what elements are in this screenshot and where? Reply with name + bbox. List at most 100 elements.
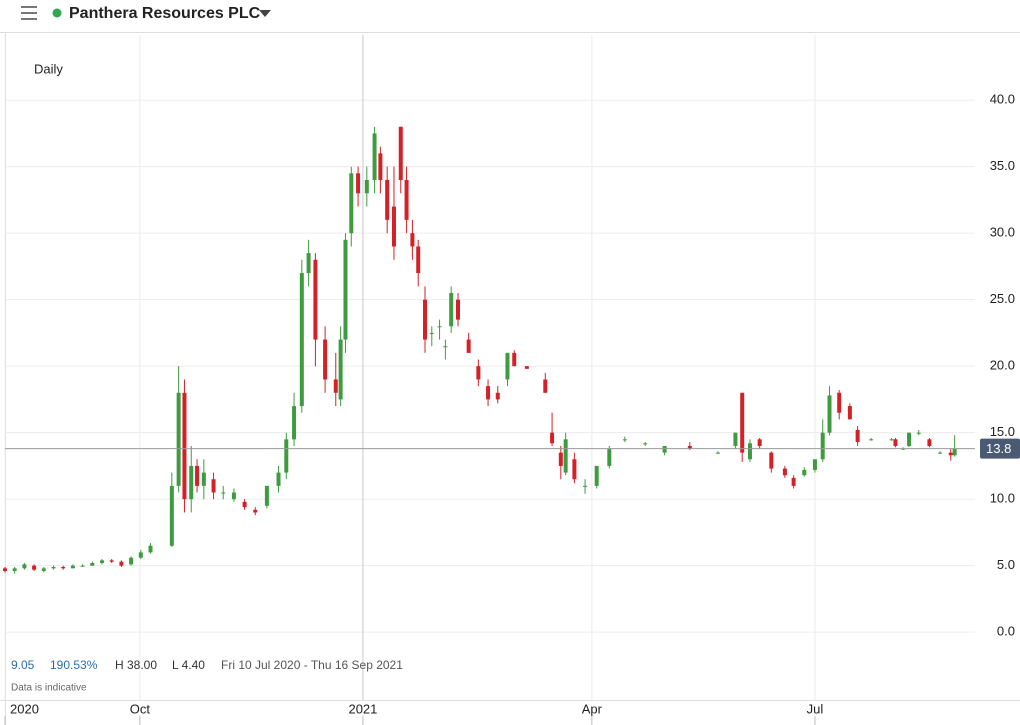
change: 9.05 xyxy=(11,658,35,672)
dropdown-arrow[interactable] xyxy=(259,10,271,17)
candle-body xyxy=(109,560,114,562)
candle-body xyxy=(782,468,787,476)
candle-body xyxy=(662,445,667,453)
candle-body xyxy=(338,339,343,400)
candle-body xyxy=(927,439,932,446)
candle-body xyxy=(211,479,216,493)
candle-body xyxy=(129,557,134,565)
candle-body xyxy=(176,392,181,486)
candle-body xyxy=(952,448,957,456)
instrument-title[interactable]: Panthera Resources PLC xyxy=(69,5,261,22)
candle-body xyxy=(349,173,354,234)
high-stat: H 38.00 xyxy=(115,658,157,672)
y-tick-label: 30.0 xyxy=(990,225,1015,240)
menu-icon[interactable] xyxy=(21,6,37,20)
y-tick-label: 10.0 xyxy=(990,491,1015,506)
candle-body xyxy=(812,459,817,470)
candle-body xyxy=(356,173,361,194)
candle-body xyxy=(12,568,17,571)
candle-body xyxy=(416,246,421,274)
candle-body xyxy=(543,379,548,393)
candle-body xyxy=(455,299,460,320)
candle-body xyxy=(715,452,720,454)
change-pct: 190.53% xyxy=(50,658,98,672)
candle-body xyxy=(404,179,409,220)
low-stat: L 4.40 xyxy=(172,658,205,672)
candle-body xyxy=(740,392,745,453)
candle-body xyxy=(323,339,328,380)
candle-body xyxy=(583,485,588,487)
candle-body xyxy=(429,332,434,334)
candle-body xyxy=(802,469,807,476)
candle-body xyxy=(119,561,124,566)
candle-body xyxy=(378,153,383,180)
candle-body xyxy=(820,432,825,460)
candle-body xyxy=(333,379,338,393)
candle-body xyxy=(847,406,852,420)
candle-body xyxy=(486,386,491,400)
candle-body xyxy=(201,472,206,486)
candle-body xyxy=(916,432,921,434)
candle-body xyxy=(90,563,95,566)
candle-body xyxy=(385,179,390,220)
candle-body xyxy=(22,564,27,569)
candle-body xyxy=(687,445,692,449)
candle-body xyxy=(70,565,75,569)
last-price-tag xyxy=(980,438,1020,459)
candle-body xyxy=(221,492,226,494)
candle-body xyxy=(443,346,448,348)
candle-body xyxy=(948,452,953,456)
candle-body xyxy=(242,501,247,508)
x-tick-label: 2020 xyxy=(10,701,39,716)
candle-body xyxy=(148,545,153,553)
date-range: Fri 10 Jul 2020 - Thu 16 Sep 2021 xyxy=(221,658,403,672)
candle-body xyxy=(3,568,7,571)
candle-body xyxy=(907,432,912,446)
candle-body xyxy=(264,485,269,506)
candle-body xyxy=(769,452,774,469)
disclaimer: Data is indicative xyxy=(11,683,87,694)
candle-body xyxy=(80,565,85,567)
candle-body xyxy=(594,465,599,486)
candles xyxy=(3,126,957,574)
candle-body xyxy=(938,452,943,454)
candle-body xyxy=(253,509,258,513)
candle-body xyxy=(51,567,56,569)
candle-body xyxy=(313,259,318,340)
candle-body xyxy=(372,133,377,180)
candle-body xyxy=(512,352,517,367)
candle-body xyxy=(423,299,428,340)
y-tick-label: 25.0 xyxy=(990,291,1015,306)
candle-body xyxy=(364,179,369,194)
y-tick-label: 20.0 xyxy=(990,358,1015,373)
candle-body xyxy=(138,552,143,558)
y-tick-label: 15.0 xyxy=(990,424,1015,439)
candle-body xyxy=(869,439,874,441)
candle-body xyxy=(572,459,577,480)
candle-body xyxy=(284,439,289,473)
candle-body xyxy=(495,392,500,400)
candle-body xyxy=(476,366,481,380)
candle-body xyxy=(189,465,194,500)
candle-body xyxy=(410,233,415,247)
candle-body xyxy=(643,443,648,445)
candle-body xyxy=(747,443,752,460)
grid xyxy=(4,35,975,700)
x-tick-label: Apr xyxy=(582,701,603,716)
candle-body xyxy=(893,439,898,446)
candle-body xyxy=(41,568,46,571)
candle-body xyxy=(550,432,555,444)
x-tick-label: Oct xyxy=(130,701,151,716)
x-tick-label: 2021 xyxy=(348,701,377,716)
candle-body xyxy=(524,366,529,369)
status-dot xyxy=(52,8,62,18)
interval-label[interactable]: Daily xyxy=(34,61,63,76)
candle-body xyxy=(391,206,396,247)
y-tick-label: 35.0 xyxy=(990,158,1015,173)
candle-body xyxy=(505,352,510,380)
candle-body xyxy=(231,492,236,500)
candle-body xyxy=(32,565,37,570)
candle-body xyxy=(827,395,832,433)
